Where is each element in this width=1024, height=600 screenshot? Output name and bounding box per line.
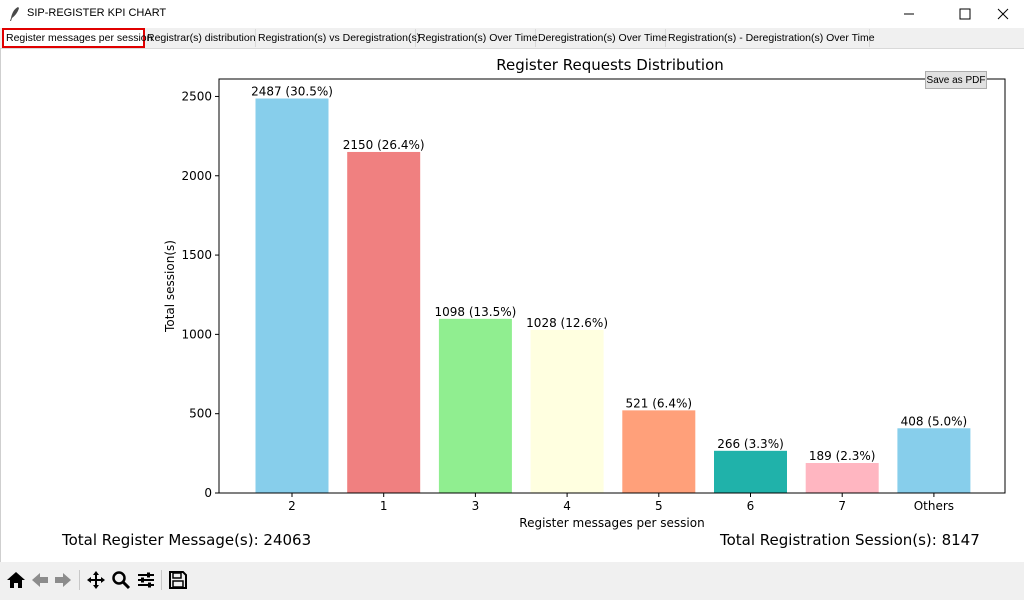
chart-title: Register Requests Distribution: [496, 56, 724, 74]
bar-value-label: 266 (3.3%): [717, 437, 784, 451]
x-axis-label: Register messages per session: [519, 516, 704, 530]
bar-value-label: 1028 (12.6%): [526, 316, 608, 330]
y-tick-label: 1500: [181, 248, 212, 262]
bar-value-label: 2487 (30.5%): [251, 85, 333, 99]
tab-registration-minus-deregistration-over-time[interactable]: Registration(s) - Deregistration(s) Over…: [666, 29, 875, 47]
zoom-icon[interactable]: [111, 570, 131, 590]
y-tick-label: 2500: [181, 89, 212, 103]
maximize-button[interactable]: [940, 0, 986, 28]
close-button[interactable]: [978, 0, 1024, 28]
bar: [347, 151, 421, 493]
tab-deregistration-over-time[interactable]: Deregistration(s) Over Time: [536, 29, 667, 47]
x-tick-label: 5: [655, 499, 663, 513]
configure-subplots-icon[interactable]: [136, 570, 156, 590]
window-title: SIP-REGISTER KPI CHART: [27, 7, 167, 19]
pan-icon[interactable]: [86, 570, 106, 590]
total-registration-sessions: Total Registration Session(s): 8147: [720, 531, 980, 549]
bar: [897, 428, 971, 493]
bar: [622, 410, 696, 493]
y-tick-label: 0: [204, 486, 212, 500]
y-tick-label: 1000: [181, 327, 212, 341]
plot-frame: [218, 78, 1006, 494]
back-icon[interactable]: [30, 570, 50, 590]
feather-icon: [10, 7, 19, 21]
total-register-messages: Total Register Message(s): 24063: [62, 531, 312, 549]
bar-value-label: 2150 (26.4%): [343, 138, 425, 152]
save-icon[interactable]: [168, 570, 188, 590]
x-tick-label: 2: [288, 499, 296, 513]
bar: [805, 463, 879, 493]
tab-registration-vs-deregistration[interactable]: Registration(s) vs Deregistration(s): [256, 29, 420, 47]
x-tick-label: 3: [472, 499, 480, 513]
save-as-pdf-button[interactable]: Save as PDF: [925, 71, 987, 89]
bar-value-label: 521 (6.4%): [626, 396, 693, 410]
bar: [530, 329, 604, 493]
tab-registrar-distribution[interactable]: Registrar(s) distribution: [145, 29, 256, 47]
bar-value-label: 189 (2.3%): [809, 449, 876, 463]
bar: [438, 318, 512, 493]
bar: [714, 450, 787, 493]
toolbar-separator: [79, 570, 80, 590]
x-tick-label: Others: [914, 499, 954, 513]
tab-register-messages-per-session[interactable]: Register messages per session: [2, 28, 152, 48]
x-tick-label: 6: [747, 499, 755, 513]
forward-icon[interactable]: [53, 570, 73, 590]
x-tick-label: 1: [380, 499, 388, 513]
x-tick-label: 7: [838, 499, 846, 513]
minimize-button[interactable]: [886, 0, 932, 28]
navigation-toolbar: [0, 562, 1024, 600]
toolbar-separator: [161, 570, 162, 590]
bar-value-label: 1098 (13.5%): [434, 305, 516, 319]
y-tick-label: 500: [189, 407, 212, 421]
bar-value-label: 408 (5.0%): [901, 414, 968, 428]
x-tick-label: 4: [563, 499, 571, 513]
y-tick-label: 2000: [181, 169, 212, 183]
tab-bar: Register messages per session Registrar(…: [0, 28, 1024, 49]
y-axis-label: Total session(s): [163, 240, 177, 333]
bar: [255, 98, 329, 493]
home-icon[interactable]: [6, 570, 26, 590]
window-border: [0, 48, 1, 562]
bar-chart: 2487 (30.5%) 2 2150 (26.4%) 1 1098 (13.5%) 3 1…: [163, 78, 1006, 530]
tab-registration-over-time[interactable]: Registration(s) Over Time: [416, 29, 538, 47]
